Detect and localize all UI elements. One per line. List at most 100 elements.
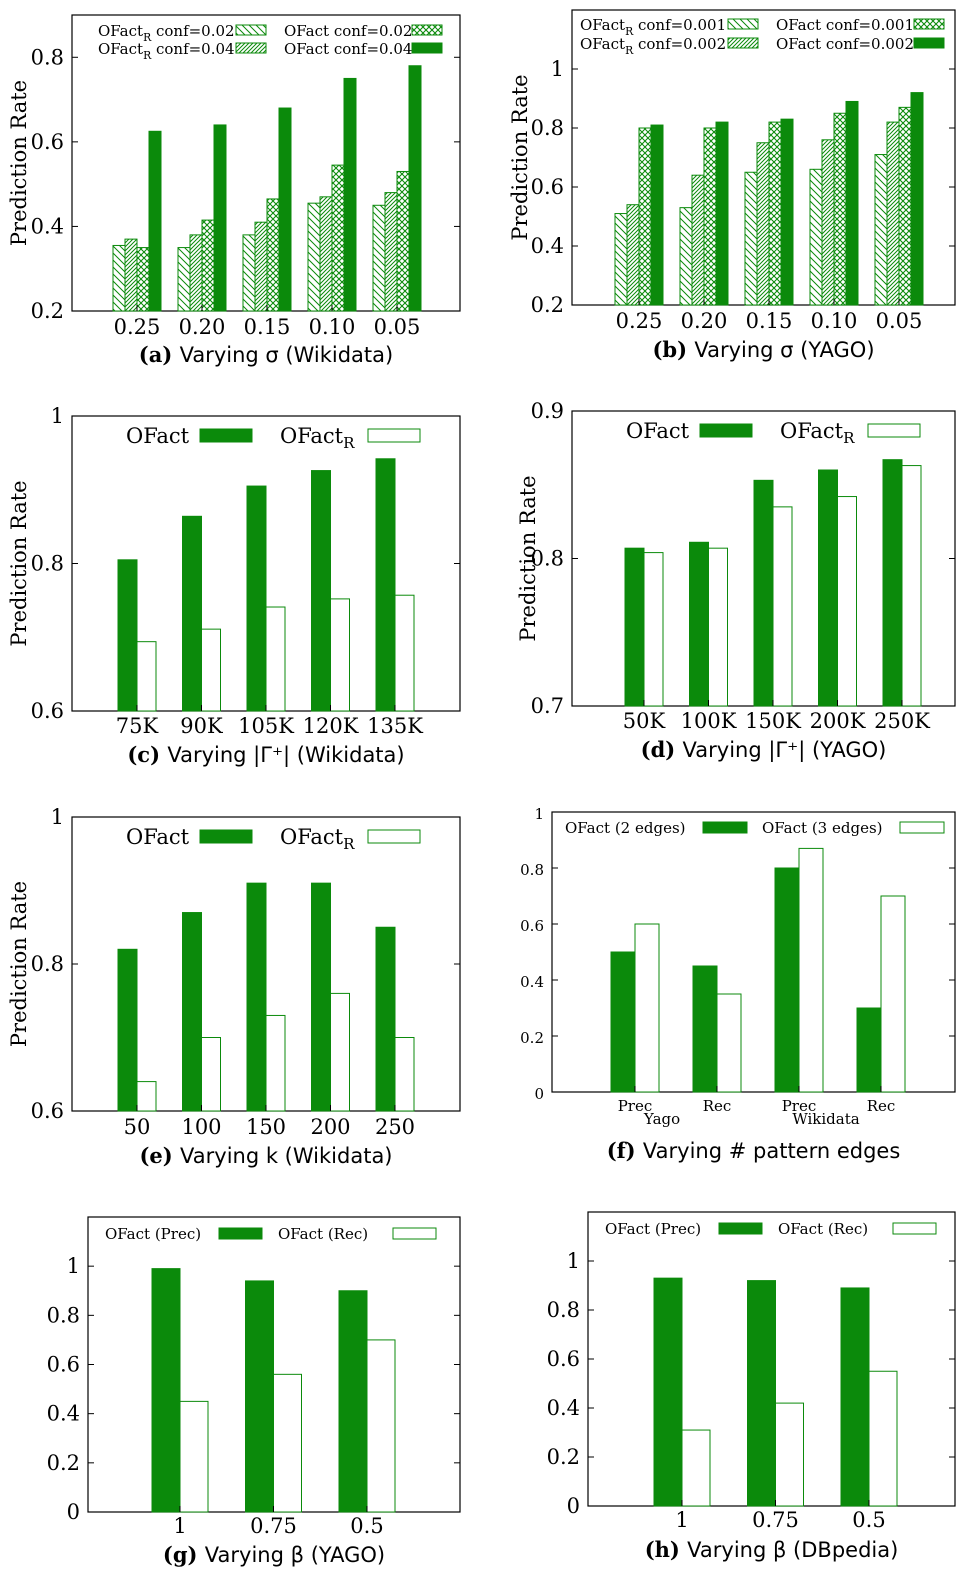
- bar-3-2: [201, 219, 215, 312]
- bar-1-2: [245, 1280, 274, 1513]
- legend-swatch-2: [867, 423, 921, 438]
- bar-1-3: [242, 234, 256, 312]
- bar-2-4: [319, 196, 333, 312]
- x-tick-label: 120K: [303, 714, 359, 738]
- bar-3-1: [136, 247, 150, 312]
- bar-3-2: [703, 127, 717, 306]
- bar-2-3: [265, 1014, 286, 1112]
- legend-label-4: OFact conf=0.002: [776, 35, 914, 53]
- y-tick-label: 0.2: [531, 293, 564, 317]
- y-axis-label: Prediction Rate: [7, 881, 31, 1047]
- bar-2-4: [330, 598, 350, 712]
- x-tick-label: 100: [181, 1115, 221, 1139]
- bar-2-2: [189, 234, 203, 312]
- x-tick-label: 0.75: [250, 1514, 297, 1538]
- x-tick-label: 0.10: [811, 309, 858, 333]
- figure-caption: (h) Varying β (DBpedia): [645, 1537, 899, 1562]
- bar-2-3: [868, 1370, 898, 1507]
- figure-caption: (e) Varying k (Wikidata): [139, 1143, 392, 1168]
- y-tick-label: 1: [551, 57, 564, 81]
- bar-4-4: [845, 100, 859, 306]
- y-tick-label: 0.6: [531, 175, 564, 199]
- y-tick-label: 0.6: [31, 1099, 64, 1123]
- bar-3-3: [768, 121, 782, 306]
- chart-panel-d: 0.7 0.8 0.9 Prediction Rate 50K 100K 150K 200K 2…: [516, 399, 956, 763]
- figure-caption: (c) Varying |Γ⁺| (Wikidata): [127, 742, 404, 768]
- bar-2-1: [626, 204, 640, 306]
- legend-label-1: OFactR conf=0.001: [580, 16, 726, 38]
- y-tick-label: 0.8: [531, 116, 564, 140]
- bar-2-2: [716, 993, 742, 1093]
- x-tick-label: 135K: [367, 714, 423, 738]
- bar-3-5: [898, 106, 912, 306]
- y-tick-label: 0: [567, 1494, 580, 1518]
- legend-label-1: OFact (Prec): [605, 1220, 701, 1238]
- y-axis-label: Prediction Rate: [7, 480, 31, 646]
- legend-label-2: OFactR conf=0.04: [98, 40, 235, 62]
- x-tick-label: 0.25: [114, 315, 161, 339]
- bar-2-1: [681, 1429, 711, 1507]
- bar-1-2: [182, 515, 202, 712]
- bar-4-2: [213, 124, 227, 312]
- x-tick-label: 0.75: [752, 1508, 799, 1532]
- bar-1-2: [692, 965, 718, 1093]
- bar-2-5: [394, 594, 415, 712]
- bar-2-5: [384, 192, 398, 312]
- bar-1-1: [624, 547, 645, 707]
- x-group-label: Yago: [643, 1110, 680, 1128]
- bar-1-4: [809, 168, 823, 306]
- figure-caption: (d) Varying |Γ⁺| (YAGO): [641, 737, 887, 763]
- bar-1-5: [372, 204, 386, 312]
- bar-1-4: [307, 202, 321, 312]
- x-tick-label: 105K: [238, 714, 294, 738]
- x-tick-label: 0.10: [309, 315, 356, 339]
- x-tick-label: 0.20: [179, 315, 226, 339]
- x-tick-label: 200: [310, 1115, 350, 1139]
- legend-swatch-2: [392, 1227, 437, 1240]
- figure-caption: (f) Varying # pattern edges: [607, 1138, 901, 1163]
- legend-label-2: OFactR conf=0.002: [580, 35, 726, 57]
- bar-1-4: [311, 470, 331, 712]
- y-axis-label: Prediction Rate: [508, 74, 532, 240]
- bar-4-2: [715, 121, 729, 306]
- bar-2-5: [901, 465, 922, 707]
- bar-4-1: [650, 124, 664, 306]
- bar-1-2: [689, 541, 709, 707]
- y-tick-label: 0.2: [547, 1445, 580, 1469]
- legend-label-2: OFact (Rec): [778, 1220, 868, 1238]
- bar-1-2: [177, 247, 191, 312]
- bar-2-2: [201, 1037, 221, 1112]
- x-tick-label: 0.20: [681, 309, 728, 333]
- legend-swatch-1: [218, 1227, 263, 1240]
- legend-label-1: OFact: [626, 419, 690, 443]
- bar-2-5: [394, 1037, 415, 1112]
- y-tick-label: 0.6: [31, 130, 64, 154]
- x-tick-label: 1: [173, 1514, 186, 1538]
- bar-1-4: [818, 469, 838, 707]
- bar-3-4: [833, 112, 847, 306]
- bar-4-4: [343, 77, 357, 312]
- x-tick-label: 150: [246, 1115, 286, 1139]
- x-tick-label: 0.15: [244, 315, 291, 339]
- bar-1-3: [753, 479, 774, 707]
- legend-swatch-2: [892, 1222, 937, 1235]
- x-tick-label: 0.05: [374, 315, 421, 339]
- y-tick-label: 0.8: [31, 952, 64, 976]
- chart-panel-f: 0 0.2 0.4 0.6 0.8 1 Prec Rec Prec Rec Yago Wikidata…: [520, 805, 956, 1163]
- bar-2-1: [634, 923, 660, 1093]
- x-tick-label: Prec: [618, 1097, 653, 1115]
- y-tick-label: 0.8: [547, 1298, 580, 1322]
- legend-swatch-1: [199, 428, 253, 443]
- y-tick-label: 0.7: [531, 694, 564, 718]
- legend: OFact (Prec) OFact (Rec): [105, 1225, 437, 1243]
- y-tick-label: 1: [51, 404, 64, 428]
- legend-label-1: OFact: [126, 424, 190, 448]
- bar-3-3: [266, 198, 280, 312]
- bar-1-2: [747, 1280, 776, 1507]
- bar-1-1: [151, 1268, 181, 1513]
- bar-2-3: [798, 847, 824, 1093]
- y-tick-label: 0.8: [31, 552, 64, 576]
